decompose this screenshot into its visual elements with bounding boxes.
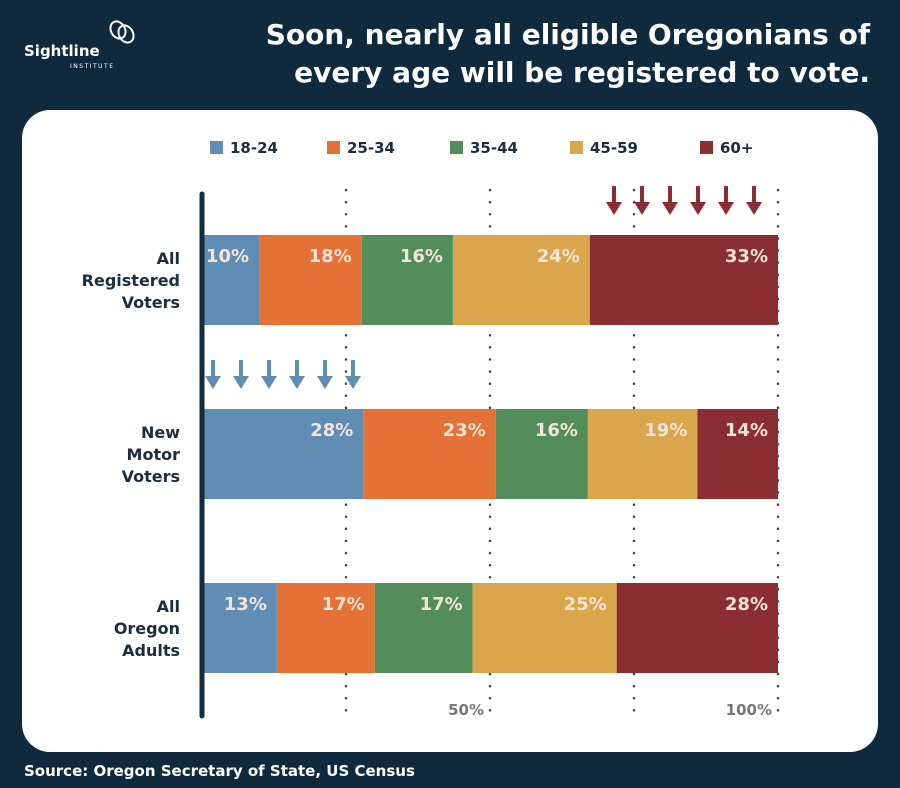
data-label-2-18-24: 28% <box>310 420 353 441</box>
category-label-3-line-1: All <box>157 597 180 616</box>
chart-panel: 18-24 25-34 35-44 45-59 60+ 50% 100% 10% 18% 16% 2… <box>22 110 878 752</box>
legend-swatch-25-34 <box>327 141 340 154</box>
down-arrow-icon-2-5-head <box>317 376 333 389</box>
down-arrow-icon-1-3-head <box>662 202 678 215</box>
chart-title: Soon, nearly all eligible Oregonians of … <box>230 16 870 92</box>
down-arrow-icon-1-2-head <box>634 202 650 215</box>
down-arrow-icon-1-1-head <box>606 202 622 215</box>
down-arrow-icon-2-4-head <box>289 376 305 389</box>
sightline-logo-mark-icon <box>109 20 135 44</box>
bar-3-25-34 <box>276 583 375 673</box>
down-arrow-icon-2-1-head <box>205 376 221 389</box>
legend-label-18-24: 18-24 <box>230 139 278 157</box>
bar-1-35-44 <box>361 235 453 325</box>
category-label-3-line-2: Oregon <box>114 619 180 638</box>
x-tick-label-100: 100% <box>726 701 772 719</box>
bar-1-25-34 <box>259 235 362 325</box>
bar-2-35-44 <box>495 409 588 499</box>
category-label-1-line-1: All <box>157 249 180 268</box>
data-label-1-18-24: 10% <box>206 246 249 267</box>
data-label-3-60+: 28% <box>725 594 768 615</box>
bar-1-45-59 <box>452 235 590 325</box>
data-label-3-18-24: 13% <box>224 594 267 615</box>
legend-label-45-59: 45-59 <box>590 139 638 157</box>
legend-label-35-44: 35-44 <box>470 139 518 157</box>
data-label-2-45-59: 19% <box>644 420 687 441</box>
bar-3-18-24 <box>202 583 277 673</box>
data-label-1-35-44: 16% <box>400 246 443 267</box>
legend-swatch-35-44 <box>450 141 463 154</box>
bar-3-35-44 <box>374 583 473 673</box>
down-arrow-icon-1-4-head <box>690 202 706 215</box>
data-label-3-35-44: 17% <box>420 594 463 615</box>
data-label-1-60+: 33% <box>725 246 768 267</box>
category-label-2-line-3: Voters <box>122 467 180 486</box>
bar-3-45-59 <box>472 583 617 673</box>
down-arrow-icon-1-5-head <box>718 202 734 215</box>
data-label-2-60+: 14% <box>725 420 768 441</box>
category-label-1-line-3: Voters <box>122 293 180 312</box>
legend-swatch-45-59 <box>570 141 583 154</box>
down-arrow-icon-2-6-head <box>345 376 361 389</box>
data-label-2-35-44: 16% <box>535 420 578 441</box>
bar-2-45-59 <box>587 409 698 499</box>
down-arrow-icon-1-6-head <box>746 202 762 215</box>
stacked-bar-chart: 18-24 25-34 35-44 45-59 60+ 50% 100% 10% 18% 16% 2… <box>82 139 780 719</box>
category-label-1-line-2: Registered <box>82 271 180 290</box>
down-arrow-icon-2-2-head <box>233 376 249 389</box>
legend-label-60+: 60+ <box>720 139 753 157</box>
legend-swatch-18-24 <box>210 141 223 154</box>
sightline-logo: Sightline INSTITUTE <box>22 14 162 74</box>
bar-2-60+ <box>697 409 778 499</box>
data-label-3-25-34: 17% <box>322 594 365 615</box>
bar-1-18-24 <box>202 235 260 325</box>
bar-1-60+ <box>589 235 778 325</box>
legend-swatch-60+ <box>700 141 713 154</box>
category-label-3-line-3: Adults <box>122 641 180 660</box>
legend-label-25-34: 25-34 <box>347 139 395 157</box>
logo-subtitle: INSTITUTE <box>70 63 115 70</box>
source-note: Source: Oregon Secretary of State, US Ce… <box>24 762 415 780</box>
data-label-2-25-34: 23% <box>443 420 486 441</box>
category-label-2-line-1: New <box>141 423 180 442</box>
title-line-1: Soon, nearly all eligible Oregonians of <box>265 18 870 51</box>
down-arrow-icon-2-3-head <box>261 376 277 389</box>
bar-3-60+ <box>616 583 778 673</box>
data-label-3-45-59: 25% <box>564 594 607 615</box>
title-line-2: every age will be registered to vote. <box>294 56 870 89</box>
bar-2-18-24 <box>202 409 364 499</box>
category-label-2-line-2: Motor <box>127 445 181 464</box>
data-label-1-25-34: 18% <box>309 246 352 267</box>
data-label-1-45-59: 24% <box>537 246 580 267</box>
logo-name: Sightline <box>24 42 100 60</box>
x-tick-label-50: 50% <box>448 701 484 719</box>
bar-2-25-34 <box>363 409 496 499</box>
